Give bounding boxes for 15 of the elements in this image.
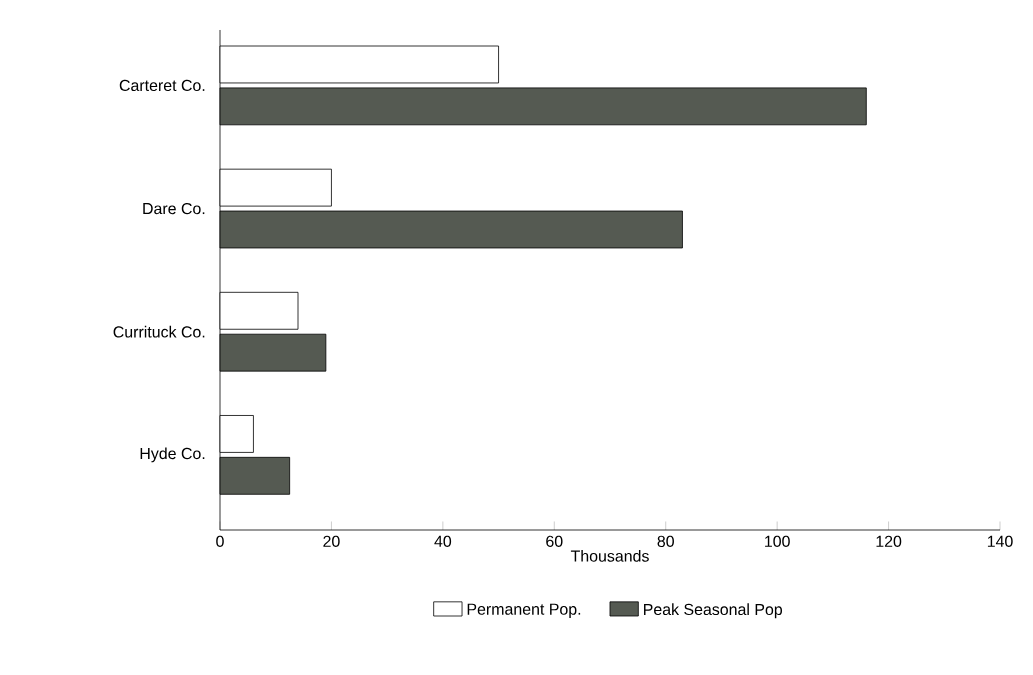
x-tick-label: 140: [987, 535, 1013, 547]
legend-label: Peak Seasonal Pop: [644, 603, 783, 619]
y-tick-label: Hyde Co.: [140, 447, 205, 463]
x-axis-title: Thousands: [570, 550, 649, 562]
x-tick-label: 0: [216, 535, 224, 547]
y-tick-label: Dare Co.: [143, 202, 205, 215]
y-tick-label: Carteret Co.: [119, 79, 205, 92]
y-tick-label: Currituck Co.: [113, 325, 205, 338]
x-tick-label: 120: [876, 535, 902, 547]
legend-label: Permanent Pop.: [467, 603, 581, 618]
x-tick-label: 80: [657, 535, 674, 547]
x-tick-label: 40: [434, 535, 452, 547]
x-tick-label: 20: [323, 535, 340, 547]
x-tick-label: 100: [765, 535, 790, 547]
x-tick-label: 60: [546, 535, 563, 547]
